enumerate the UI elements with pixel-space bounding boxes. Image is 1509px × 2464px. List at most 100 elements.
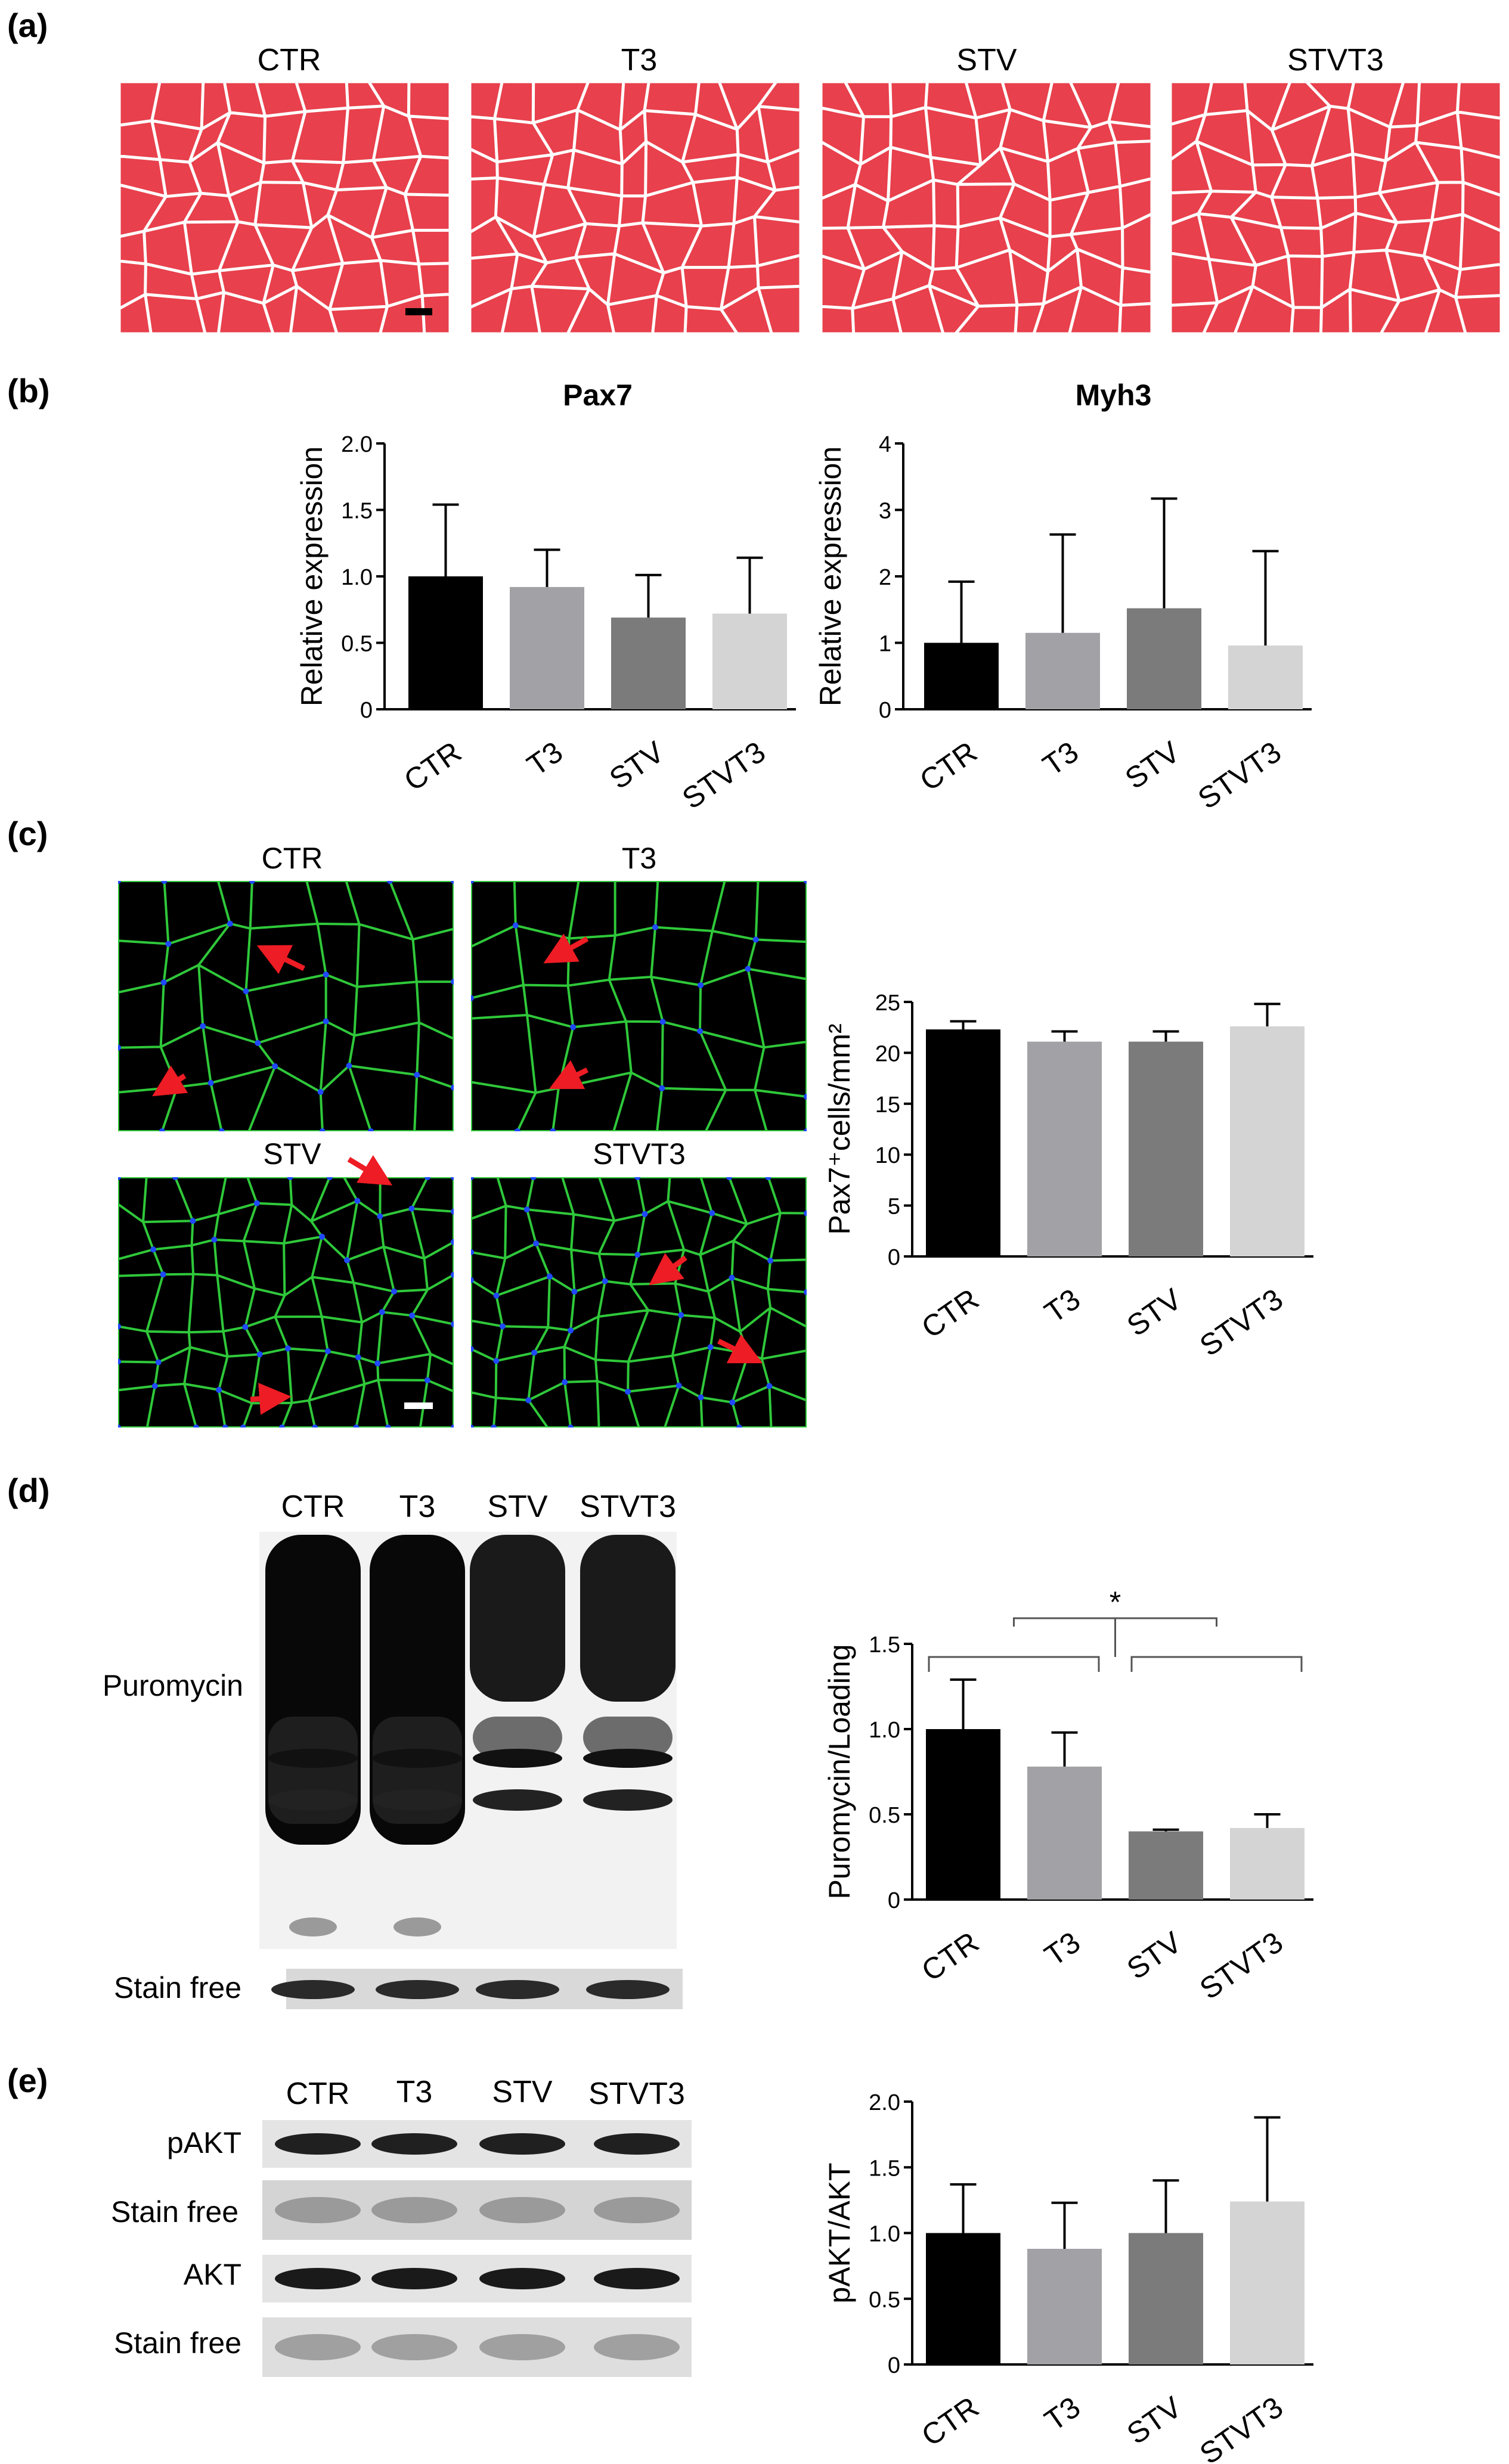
y-tick-label: 1.5 — [341, 499, 373, 524]
red-arrow-icon — [256, 945, 305, 975]
blot-label-stain-free-d: Stain free — [114, 1971, 241, 2004]
nucleus — [767, 1258, 774, 1264]
nucleus — [278, 1425, 285, 1427]
x-tick-label: STV — [1119, 735, 1186, 796]
bar-stvt3 — [1230, 2201, 1305, 2364]
if-title-t3: T3 — [622, 842, 656, 875]
nucleus — [312, 1425, 318, 1427]
bar-ctr — [926, 1729, 1000, 1900]
if-image-t3 — [471, 881, 807, 1131]
nucleus — [471, 1177, 474, 1180]
stain-free-blot-e2 — [262, 2317, 692, 2377]
nucleus — [634, 1252, 641, 1258]
y-tick-label: 1.5 — [869, 1633, 900, 1658]
nucleus — [471, 995, 474, 1001]
nucleus — [374, 1360, 381, 1367]
red-arrow-icon — [152, 1065, 188, 1097]
error-bar — [1254, 2116, 1281, 2202]
nucleus — [523, 1206, 530, 1213]
nucleus — [493, 1358, 500, 1364]
y-tick-label: 0 — [879, 698, 891, 723]
y-tick-label: 1.5 — [869, 2156, 900, 2181]
x-tick-label: T3 — [1039, 1925, 1086, 1972]
nucleus — [530, 1177, 537, 1180]
x-tick-label: T3 — [1039, 2390, 1086, 2437]
bar-charts: Pax7 Relative expression 0 0.5 1.0 1.5 2.0 CTR T… — [295, 378, 1313, 2464]
y-tick-label: 0 — [888, 1245, 900, 1270]
panel-label-e: (e) — [7, 2062, 48, 2099]
y-tick-label: 2 — [879, 565, 891, 590]
panel-label-b: (b) — [7, 372, 50, 409]
panel-a-histology: CTR T3 STV STVT3 — [119, 43, 1501, 334]
significance-star: * — [1110, 1585, 1121, 1619]
error-bar — [534, 548, 560, 587]
x-tick-label: CTR — [398, 735, 467, 797]
error-bar — [1152, 2179, 1179, 2233]
histology-title-t3: T3 — [621, 43, 658, 77]
y-tick-label: 25 — [875, 991, 900, 1016]
bar-stvt3 — [1230, 1827, 1305, 1900]
nucleus — [765, 1177, 771, 1180]
nucleus — [745, 966, 751, 972]
panel-c-immunofluorescence: CTR T3 STV STVT3 — [118, 842, 807, 1427]
error-bar — [635, 573, 662, 618]
nucleus — [160, 979, 167, 986]
nucleus — [571, 1289, 578, 1295]
histology-image-t3 — [470, 82, 801, 334]
chart-puromycin: Puromycin/Loading 0 0.5 1.0 1.5 CTR T3 STV STVT3… — [823, 1585, 1313, 2006]
nucleus — [804, 1094, 807, 1100]
x-tick-label: STV — [1121, 1282, 1188, 1343]
nucleus — [172, 1177, 178, 1180]
error-bar — [950, 2183, 977, 2233]
nucleus — [729, 1274, 735, 1281]
if-title-stv: STV — [263, 1137, 321, 1171]
histology-image-stv — [821, 82, 1152, 334]
nucleus — [160, 1271, 166, 1278]
blot-e-lane-t3: T3 — [396, 2075, 433, 2109]
nucleus — [451, 1425, 454, 1427]
error-bar — [1051, 1731, 1078, 1767]
nucleus — [514, 1128, 520, 1131]
if-image-stvt3 — [471, 1177, 807, 1427]
nucleus — [193, 1425, 199, 1427]
nucleus — [227, 920, 233, 927]
chart-pakt: pAKT/AKT 0 0.5 1.0 1.5 2.0 CTR T3 STV STVT3 — [823, 2090, 1313, 2464]
nucleus — [118, 1177, 121, 1180]
significance-bracket-left — [928, 1656, 1100, 1672]
nucleus — [408, 1205, 415, 1212]
nucleus — [493, 1292, 500, 1299]
error-bar — [1252, 550, 1279, 646]
nucleus — [562, 1379, 568, 1385]
nucleus — [346, 1062, 352, 1069]
red-arrow-icon — [250, 1382, 292, 1415]
y-axis-label: Relative expression — [814, 446, 847, 706]
bar-t3 — [1027, 2248, 1102, 2364]
nucleus — [118, 1358, 121, 1365]
error-bar — [1049, 533, 1076, 633]
bar-stv — [1129, 1041, 1203, 1256]
nucleus — [240, 1425, 246, 1427]
nucleus — [568, 1425, 574, 1427]
x-tick-label: STVT3 — [1194, 1282, 1289, 1363]
blot-e-lane-stvt3: STVT3 — [588, 2077, 685, 2111]
blot-e-lane-stv: STV — [492, 2075, 552, 2109]
nucleus — [355, 1354, 361, 1361]
nucleus — [451, 1321, 454, 1327]
chart-title: Pax7 — [563, 378, 633, 412]
y-tick-label: 1.0 — [341, 565, 373, 590]
nucleus — [491, 1425, 497, 1427]
blot-d-lane-ctr: CTR — [281, 1489, 345, 1524]
nucleus — [451, 1208, 454, 1215]
akt-blot — [262, 2255, 692, 2302]
y-tick-label: 1.0 — [869, 1718, 900, 1743]
nucleus — [659, 1085, 665, 1091]
nucleus — [256, 1351, 263, 1358]
nucleus — [218, 1128, 225, 1131]
nucleus — [424, 1177, 431, 1180]
nucleus — [697, 1028, 704, 1035]
error-bar — [950, 1678, 977, 1729]
nucleus — [287, 1177, 293, 1180]
nucleus — [324, 1348, 331, 1354]
error-bar — [1051, 2201, 1078, 2249]
scale-bar — [404, 1402, 433, 1409]
